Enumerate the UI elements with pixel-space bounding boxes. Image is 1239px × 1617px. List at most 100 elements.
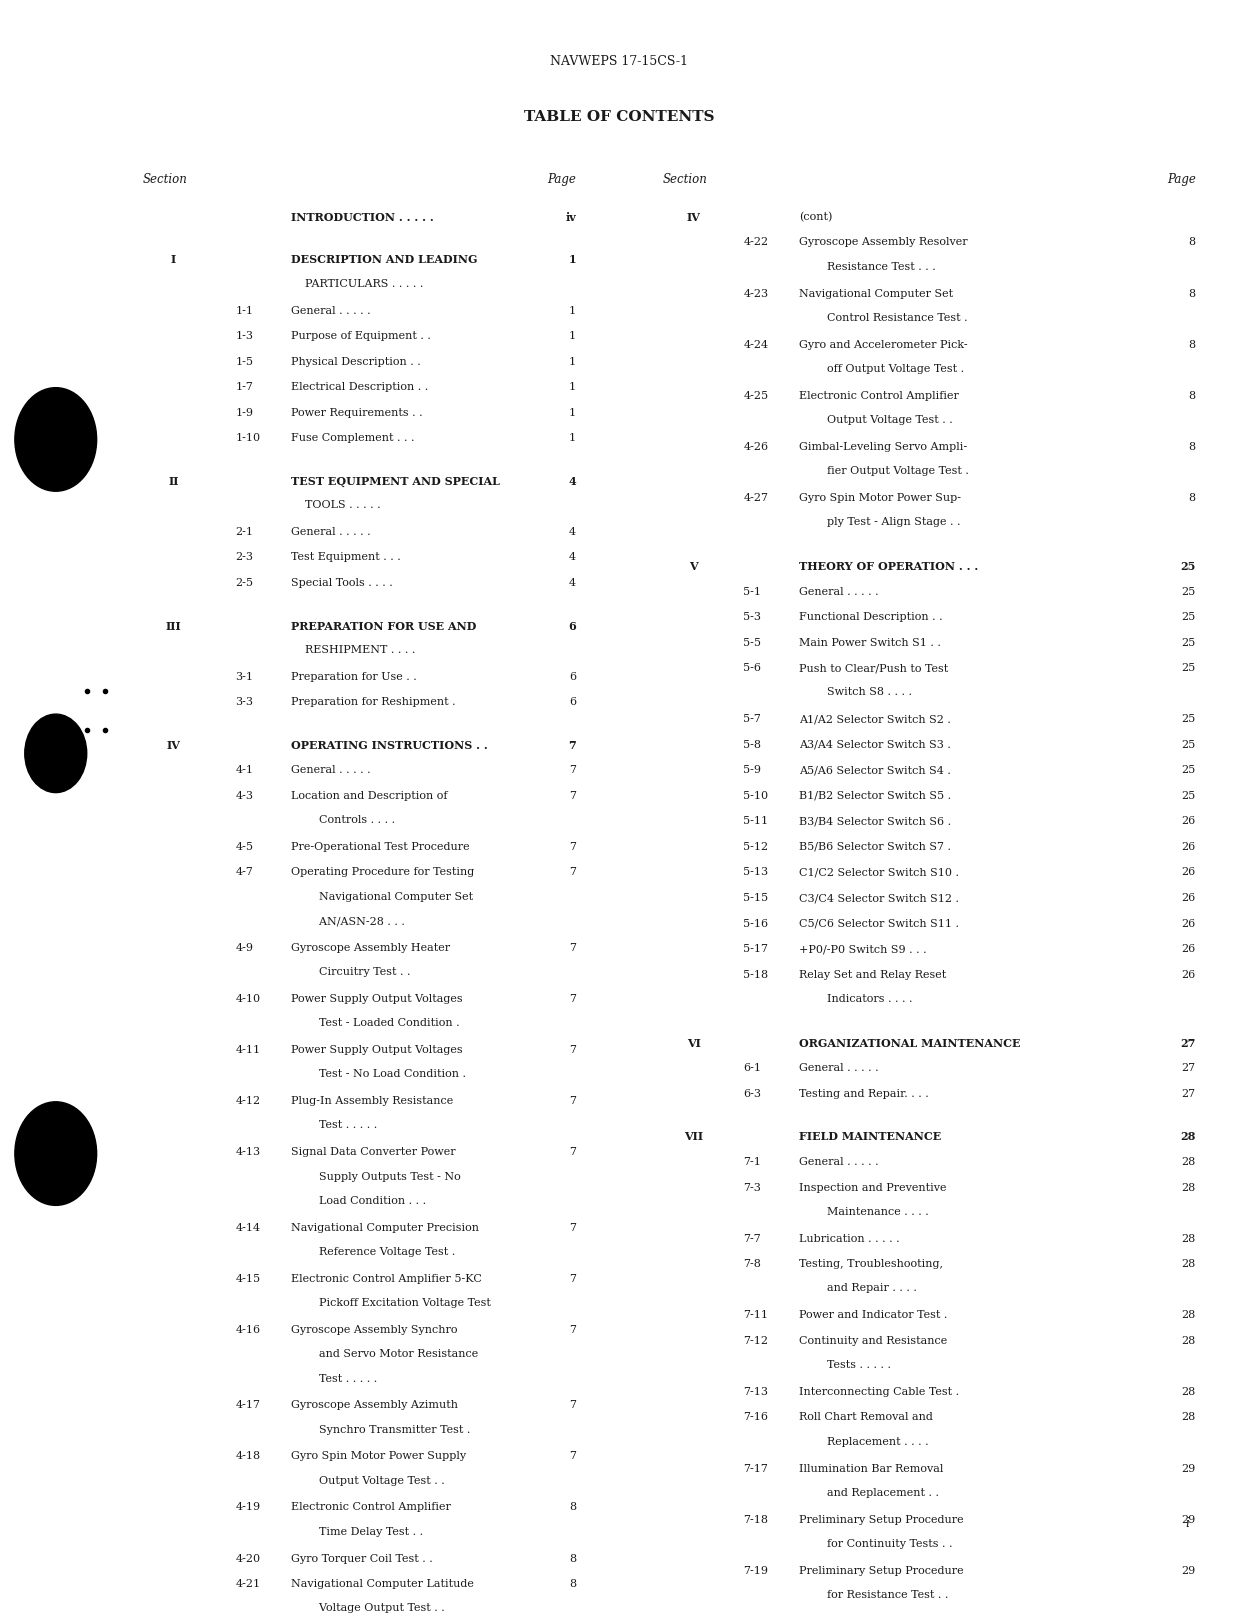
Text: 8: 8 bbox=[569, 1580, 576, 1590]
Text: 7-13: 7-13 bbox=[743, 1387, 768, 1397]
Text: 1-1: 1-1 bbox=[235, 306, 254, 315]
Text: C1/C2 Selector Switch S10 .: C1/C2 Selector Switch S10 . bbox=[799, 867, 959, 878]
Text: 28: 28 bbox=[1181, 1234, 1196, 1243]
Text: 8: 8 bbox=[1188, 288, 1196, 299]
Text: 4-22: 4-22 bbox=[743, 238, 768, 247]
Text: Test - No Load Condition .: Test - No Load Condition . bbox=[291, 1069, 466, 1080]
Text: Main Power Switch S1 . .: Main Power Switch S1 . . bbox=[799, 637, 942, 647]
Text: 27: 27 bbox=[1182, 1064, 1196, 1074]
Text: 26: 26 bbox=[1181, 918, 1196, 928]
Text: Test - Loaded Condition .: Test - Loaded Condition . bbox=[291, 1019, 460, 1028]
Text: General . . . . .: General . . . . . bbox=[291, 306, 370, 315]
Text: 8: 8 bbox=[1188, 340, 1196, 349]
Text: Lubrication . . . . .: Lubrication . . . . . bbox=[799, 1234, 900, 1243]
Text: Pre-Operational Test Procedure: Pre-Operational Test Procedure bbox=[291, 842, 470, 852]
Text: C5/C6 Selector Switch S11 .: C5/C6 Selector Switch S11 . bbox=[799, 918, 959, 928]
Text: 28: 28 bbox=[1181, 1412, 1196, 1423]
Text: Circuitry Test . .: Circuitry Test . . bbox=[291, 967, 410, 977]
Text: Inspection and Preventive: Inspection and Preventive bbox=[799, 1182, 947, 1192]
Text: INTRODUCTION . . . . .: INTRODUCTION . . . . . bbox=[291, 212, 434, 223]
Circle shape bbox=[25, 715, 87, 792]
Text: Pickoff Excitation Voltage Test: Pickoff Excitation Voltage Test bbox=[291, 1298, 491, 1308]
Text: B3/B4 Selector Switch S6 .: B3/B4 Selector Switch S6 . bbox=[799, 817, 952, 826]
Text: 5-15: 5-15 bbox=[743, 893, 768, 902]
Text: Time Delay Test . .: Time Delay Test . . bbox=[291, 1526, 424, 1536]
Text: 26: 26 bbox=[1181, 970, 1196, 980]
Text: 4-15: 4-15 bbox=[235, 1274, 260, 1284]
Text: Relay Set and Relay Reset: Relay Set and Relay Reset bbox=[799, 970, 947, 980]
Text: 25: 25 bbox=[1181, 561, 1196, 572]
Text: Gyro Torquer Coil Test . .: Gyro Torquer Coil Test . . bbox=[291, 1554, 432, 1564]
Text: Power Requirements . .: Power Requirements . . bbox=[291, 407, 422, 417]
Text: 5-3: 5-3 bbox=[743, 613, 762, 623]
Text: 4: 4 bbox=[569, 527, 576, 537]
Text: 6-3: 6-3 bbox=[743, 1088, 762, 1100]
Text: General . . . . .: General . . . . . bbox=[799, 587, 878, 597]
Text: B1/B2 Selector Switch S5 .: B1/B2 Selector Switch S5 . bbox=[799, 791, 952, 800]
Text: 1: 1 bbox=[569, 306, 576, 315]
Text: 2-3: 2-3 bbox=[235, 553, 254, 563]
Text: Replacement . . . .: Replacement . . . . bbox=[799, 1438, 929, 1447]
Text: 7: 7 bbox=[569, 1146, 576, 1158]
Circle shape bbox=[15, 1101, 97, 1205]
Text: 5-1: 5-1 bbox=[743, 587, 762, 597]
Text: Tests . . . . .: Tests . . . . . bbox=[799, 1360, 891, 1370]
Text: Reference Voltage Test .: Reference Voltage Test . bbox=[291, 1247, 456, 1256]
Text: 27: 27 bbox=[1182, 1088, 1196, 1100]
Text: Illumination Bar Removal: Illumination Bar Removal bbox=[799, 1463, 944, 1473]
Text: 7: 7 bbox=[569, 1324, 576, 1336]
Text: 7: 7 bbox=[569, 1045, 576, 1054]
Text: Plug-In Assembly Resistance: Plug-In Assembly Resistance bbox=[291, 1096, 453, 1106]
Text: 7: 7 bbox=[569, 1096, 576, 1106]
Text: 28: 28 bbox=[1181, 1158, 1196, 1167]
Text: 4-24: 4-24 bbox=[743, 340, 768, 349]
Text: off Output Voltage Test .: off Output Voltage Test . bbox=[799, 364, 964, 374]
Text: 7-7: 7-7 bbox=[743, 1234, 761, 1243]
Text: 4: 4 bbox=[569, 577, 576, 589]
Text: and Servo Motor Resistance: and Servo Motor Resistance bbox=[291, 1349, 478, 1360]
Text: 7-8: 7-8 bbox=[743, 1260, 761, 1269]
Text: 4-11: 4-11 bbox=[235, 1045, 260, 1054]
Text: 4-13: 4-13 bbox=[235, 1146, 260, 1158]
Text: Test . . . . .: Test . . . . . bbox=[291, 1121, 378, 1130]
Text: 4-23: 4-23 bbox=[743, 288, 768, 299]
Text: 4-7: 4-7 bbox=[235, 867, 253, 878]
Text: 4-27: 4-27 bbox=[743, 493, 768, 503]
Text: 4-26: 4-26 bbox=[743, 441, 768, 451]
Text: Testing and Repair. . . .: Testing and Repair. . . . bbox=[799, 1088, 929, 1100]
Text: Resistance Test . . .: Resistance Test . . . bbox=[799, 262, 935, 272]
Text: 4-25: 4-25 bbox=[743, 391, 768, 401]
Text: 7: 7 bbox=[569, 842, 576, 852]
Text: C3/C4 Selector Switch S12 .: C3/C4 Selector Switch S12 . bbox=[799, 893, 959, 902]
Text: Section: Section bbox=[663, 173, 707, 186]
Text: 4-20: 4-20 bbox=[235, 1554, 260, 1564]
Text: IV: IV bbox=[166, 741, 181, 750]
Text: B5/B6 Selector Switch S7 .: B5/B6 Selector Switch S7 . bbox=[799, 842, 952, 852]
Text: 7: 7 bbox=[569, 867, 576, 878]
Text: 25: 25 bbox=[1181, 613, 1196, 623]
Text: Page: Page bbox=[1167, 173, 1196, 186]
Text: VII: VII bbox=[684, 1132, 704, 1143]
Text: 7-18: 7-18 bbox=[743, 1515, 768, 1525]
Text: 8: 8 bbox=[1188, 493, 1196, 503]
Text: A5/A6 Selector Switch S4 .: A5/A6 Selector Switch S4 . bbox=[799, 765, 952, 775]
Text: Push to Clear/Push to Test: Push to Clear/Push to Test bbox=[799, 663, 948, 673]
Text: Fuse Complement . . .: Fuse Complement . . . bbox=[291, 433, 415, 443]
Text: +P0/-P0 Switch S9 . . .: +P0/-P0 Switch S9 . . . bbox=[799, 944, 927, 954]
Text: 26: 26 bbox=[1181, 817, 1196, 826]
Text: 5-12: 5-12 bbox=[743, 842, 768, 852]
Text: 5-10: 5-10 bbox=[743, 791, 768, 800]
Text: Gyroscope Assembly Azimuth: Gyroscope Assembly Azimuth bbox=[291, 1400, 458, 1410]
Text: Operating Procedure for Testing: Operating Procedure for Testing bbox=[291, 867, 475, 878]
Text: Power and Indicator Test .: Power and Indicator Test . bbox=[799, 1310, 948, 1319]
Text: 7-3: 7-3 bbox=[743, 1182, 761, 1192]
Text: 6: 6 bbox=[569, 697, 576, 707]
Text: General . . . . .: General . . . . . bbox=[291, 765, 370, 775]
Text: Functional Description . .: Functional Description . . bbox=[799, 613, 943, 623]
Text: 4-14: 4-14 bbox=[235, 1222, 260, 1232]
Text: 29: 29 bbox=[1181, 1463, 1196, 1473]
Text: 3-1: 3-1 bbox=[235, 671, 254, 682]
Text: for Resistance Test . .: for Resistance Test . . bbox=[799, 1590, 949, 1599]
Text: Control Resistance Test .: Control Resistance Test . bbox=[799, 312, 968, 323]
Text: Electronic Control Amplifier 5-KC: Electronic Control Amplifier 5-KC bbox=[291, 1274, 482, 1284]
